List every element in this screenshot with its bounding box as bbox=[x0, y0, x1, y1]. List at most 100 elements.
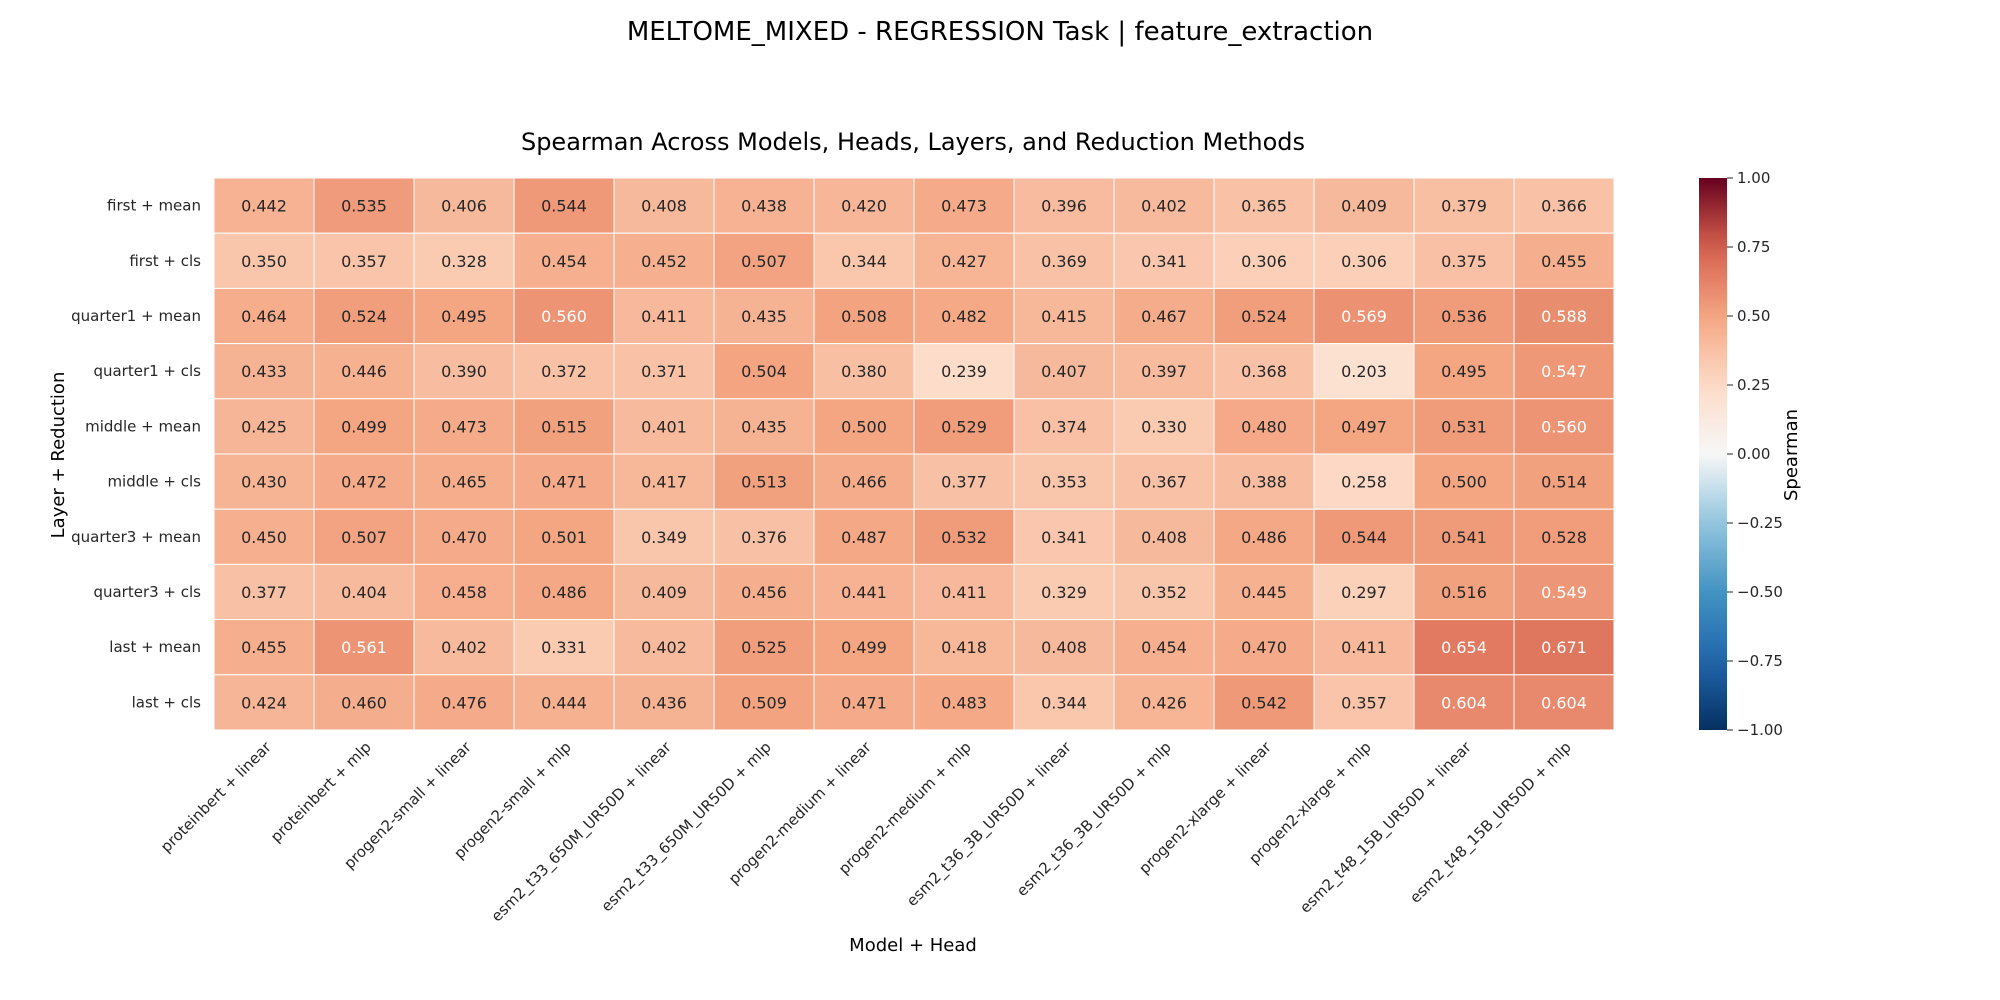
heatmap-cell-value: 0.377 bbox=[241, 583, 287, 602]
heatmap-cell-value: 0.409 bbox=[1341, 197, 1387, 216]
heatmap-cell-value: 0.425 bbox=[241, 417, 287, 436]
heatmap-cell bbox=[1213, 619, 1315, 676]
heatmap-cell-value: 0.455 bbox=[241, 638, 287, 657]
heatmap-cell bbox=[1313, 619, 1415, 676]
heatmap-cell bbox=[513, 232, 615, 289]
heatmap-cell-value: 0.408 bbox=[641, 197, 687, 216]
heatmap-cell bbox=[913, 177, 1015, 234]
heatmap-cell bbox=[1513, 508, 1615, 565]
heatmap-cell bbox=[613, 398, 715, 455]
heatmap-cell-value: 0.482 bbox=[941, 307, 987, 326]
heatmap-cell bbox=[1513, 287, 1615, 345]
y-tick-label: last + mean bbox=[109, 638, 201, 656]
heatmap-cell-value: 0.531 bbox=[1441, 417, 1487, 436]
heatmap-cell bbox=[813, 563, 915, 621]
heatmap-cell bbox=[413, 508, 515, 565]
heatmap-cell-value: 0.560 bbox=[541, 307, 587, 326]
heatmap-cell bbox=[313, 674, 415, 731]
heatmap-cell-value: 0.417 bbox=[641, 473, 687, 492]
heatmap-cell bbox=[213, 508, 315, 565]
heatmap-cell-value: 0.331 bbox=[541, 638, 587, 657]
heatmap-cell-value: 0.507 bbox=[741, 252, 787, 271]
heatmap-cell-value: 0.514 bbox=[1541, 473, 1587, 492]
heatmap-cell-value: 0.379 bbox=[1441, 197, 1487, 216]
heatmap-cell-value: 0.497 bbox=[1341, 417, 1387, 436]
heatmap-cell-value: 0.507 bbox=[341, 528, 387, 547]
heatmap-cell-value: 0.435 bbox=[741, 417, 787, 436]
heatmap-cell bbox=[1213, 674, 1315, 731]
heatmap-cell-value: 0.446 bbox=[341, 362, 387, 381]
heatmap-cell-value: 0.297 bbox=[1341, 583, 1387, 602]
heatmap-cell bbox=[1213, 232, 1315, 289]
heatmap-cell bbox=[713, 674, 815, 731]
colorbar-tick-label: 0.75 bbox=[1737, 238, 1770, 256]
heatmap-cell-value: 0.330 bbox=[1141, 417, 1187, 436]
heatmap-cell bbox=[513, 177, 615, 234]
heatmap-cell-value: 0.329 bbox=[1041, 583, 1087, 602]
heatmap-cell bbox=[413, 232, 515, 289]
heatmap-cell-value: 0.465 bbox=[441, 473, 487, 492]
heatmap-cell-value: 0.366 bbox=[1541, 197, 1587, 216]
heatmap-cell-value: 0.495 bbox=[1441, 362, 1487, 381]
heatmap-cell bbox=[1313, 177, 1415, 234]
heatmap-cell-value: 0.408 bbox=[1041, 638, 1087, 657]
heatmap-cell bbox=[1113, 508, 1215, 565]
heatmap-cell bbox=[313, 177, 415, 234]
heatmap-cell bbox=[913, 398, 1015, 455]
heatmap-cell-value: 0.406 bbox=[441, 197, 487, 216]
heatmap-cell-value: 0.500 bbox=[841, 417, 887, 436]
heatmap-cell-value: 0.535 bbox=[341, 197, 387, 216]
heatmap-cell-value: 0.480 bbox=[1241, 417, 1287, 436]
heatmap-cell-value: 0.396 bbox=[1041, 197, 1087, 216]
heatmap-cell bbox=[413, 177, 515, 234]
heatmap-cell-value: 0.352 bbox=[1141, 583, 1187, 602]
heatmap-cell bbox=[713, 453, 815, 510]
heatmap-cell-value: 0.525 bbox=[741, 638, 787, 657]
heatmap-cell bbox=[613, 508, 715, 565]
heatmap-cell bbox=[1013, 453, 1115, 510]
heatmap-cell bbox=[713, 619, 815, 676]
y-tick-label: quarter3 + mean bbox=[71, 528, 201, 546]
heatmap-cell-value: 0.407 bbox=[1041, 362, 1087, 381]
heatmap-cell bbox=[913, 508, 1015, 565]
heatmap-cell-value: 0.513 bbox=[741, 473, 787, 492]
heatmap-cell bbox=[213, 674, 315, 731]
heatmap-cell-value: 0.471 bbox=[541, 473, 587, 492]
heatmap-cell-value: 0.341 bbox=[1141, 252, 1187, 271]
y-tick-label: quarter1 + mean bbox=[71, 307, 201, 325]
heatmap-cell-value: 0.426 bbox=[1141, 693, 1187, 712]
heatmap-cell bbox=[613, 453, 715, 510]
heatmap-cell bbox=[1313, 674, 1415, 731]
heatmap-cell bbox=[413, 674, 515, 731]
heatmap-cell-value: 0.409 bbox=[641, 583, 687, 602]
heatmap-cell-value: 0.430 bbox=[241, 473, 287, 492]
heatmap-cell-value: 0.536 bbox=[1441, 307, 1487, 326]
heatmap-cell bbox=[813, 232, 915, 289]
heatmap-cell bbox=[1113, 287, 1215, 345]
heatmap-cell bbox=[1513, 343, 1615, 400]
heatmap-cell-value: 0.349 bbox=[641, 528, 687, 547]
heatmap-cell bbox=[513, 343, 615, 400]
heatmap-cell-value: 0.388 bbox=[1241, 473, 1287, 492]
heatmap-cell bbox=[1413, 343, 1515, 400]
heatmap-cell-value: 0.418 bbox=[941, 638, 987, 657]
heatmap-cell-value: 0.671 bbox=[1541, 638, 1587, 657]
heatmap-cell-value: 0.483 bbox=[941, 693, 987, 712]
heatmap-cell bbox=[1213, 453, 1315, 510]
heatmap-cell bbox=[813, 343, 915, 400]
y-tick-label: quarter3 + cls bbox=[93, 583, 201, 601]
heatmap-cell-value: 0.471 bbox=[841, 693, 887, 712]
heatmap-cell bbox=[1513, 563, 1615, 621]
x-tick-label: esm2_t36_3B_UR50D + linear bbox=[903, 738, 1076, 911]
heatmap-cell-value: 0.377 bbox=[941, 473, 987, 492]
heatmap-cell bbox=[813, 508, 915, 565]
heatmap-cell-value: 0.464 bbox=[241, 307, 287, 326]
heatmap-cell-value: 0.547 bbox=[1541, 362, 1587, 381]
heatmap-cell bbox=[1013, 232, 1115, 289]
colorbar-tick-label: 0.50 bbox=[1737, 307, 1770, 325]
heatmap-cell bbox=[913, 343, 1015, 400]
heatmap-cell bbox=[1013, 563, 1115, 621]
heatmap-cell-value: 0.501 bbox=[541, 528, 587, 547]
heatmap-cell bbox=[1313, 508, 1415, 565]
heatmap-cell bbox=[1113, 177, 1215, 234]
